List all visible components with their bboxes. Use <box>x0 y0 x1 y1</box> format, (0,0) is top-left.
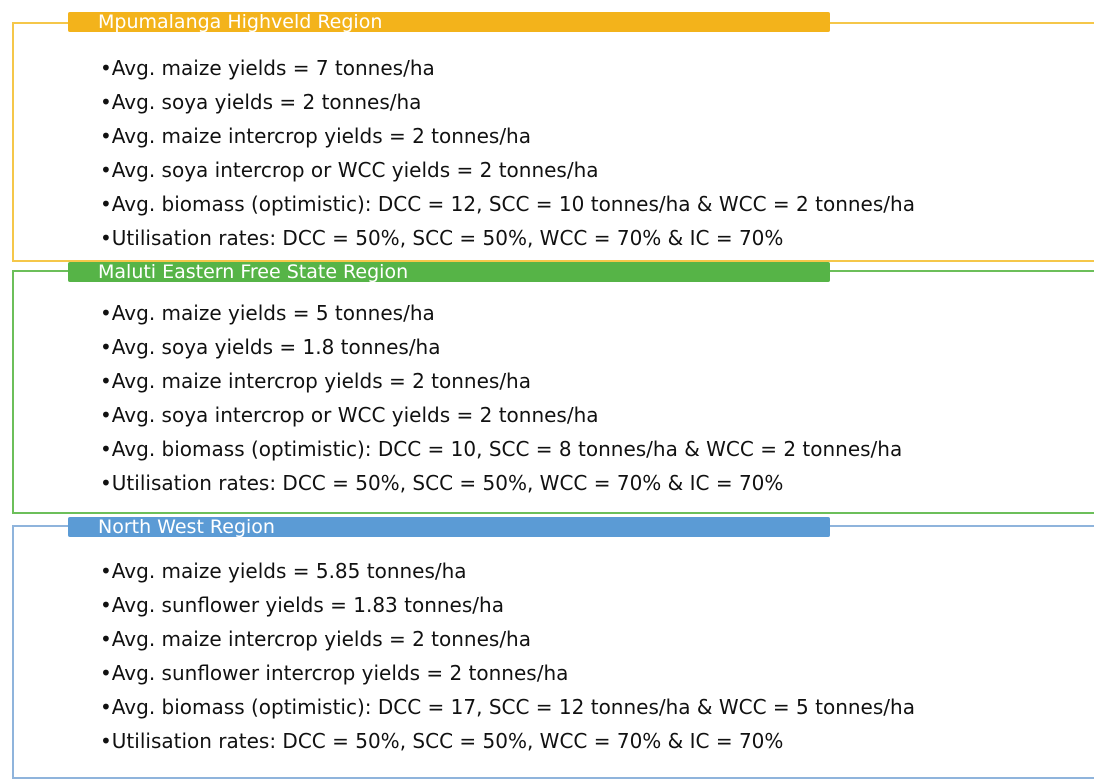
section-title: North West Region <box>98 516 275 538</box>
diagram: Mpumalanga Highveld Region Avg. maize yie… <box>0 0 1094 763</box>
bullet-item: Utilisation rates: DCC = 50%, SCC = 50%,… <box>100 471 784 495</box>
bullet-item: Avg. maize intercrop yields = 2 tonnes/h… <box>100 369 531 393</box>
bullet-item: Avg. sunflower yields = 1.83 tonnes/ha <box>100 593 504 617</box>
section-header-bar <box>68 262 830 282</box>
bullet-item: Avg. soya yields = 1.8 tonnes/ha <box>100 335 441 359</box>
bullet-item: Avg. maize intercrop yields = 2 tonnes/h… <box>100 627 531 651</box>
bullet-item: Avg. soya intercrop or WCC yields = 2 to… <box>100 403 599 427</box>
bullet-item: Avg. maize yields = 5.85 tonnes/ha <box>100 559 467 583</box>
bullet-item: Avg. soya yields = 2 tonnes/ha <box>100 90 422 114</box>
section-title: Mpumalanga Highveld Region <box>98 11 383 33</box>
bullet-item: Avg. maize intercrop yields = 2 tonnes/h… <box>100 124 531 148</box>
bullet-item: Avg. maize yields = 7 tonnes/ha <box>100 56 435 80</box>
bullet-item: Avg. sunflower intercrop yields = 2 tonn… <box>100 661 569 685</box>
bullet-item: Avg. biomass (optimistic): DCC = 17, SCC… <box>100 695 915 719</box>
bullet-item: Utilisation rates: DCC = 50%, SCC = 50%,… <box>100 226 784 250</box>
bullet-item: Avg. biomass (optimistic): DCC = 10, SCC… <box>100 437 902 461</box>
bullet-item: Avg. maize yields = 5 tonnes/ha <box>100 301 435 325</box>
bullet-item: Avg. biomass (optimistic): DCC = 12, SCC… <box>100 192 915 216</box>
section-header-bar <box>68 517 830 537</box>
bullet-item: Avg. soya intercrop or WCC yields = 2 to… <box>100 158 599 182</box>
section-title: Maluti Eastern Free State Region <box>98 261 409 283</box>
section-header-bar <box>68 12 830 32</box>
bullet-item: Utilisation rates: DCC = 50%, SCC = 50%,… <box>100 729 784 753</box>
